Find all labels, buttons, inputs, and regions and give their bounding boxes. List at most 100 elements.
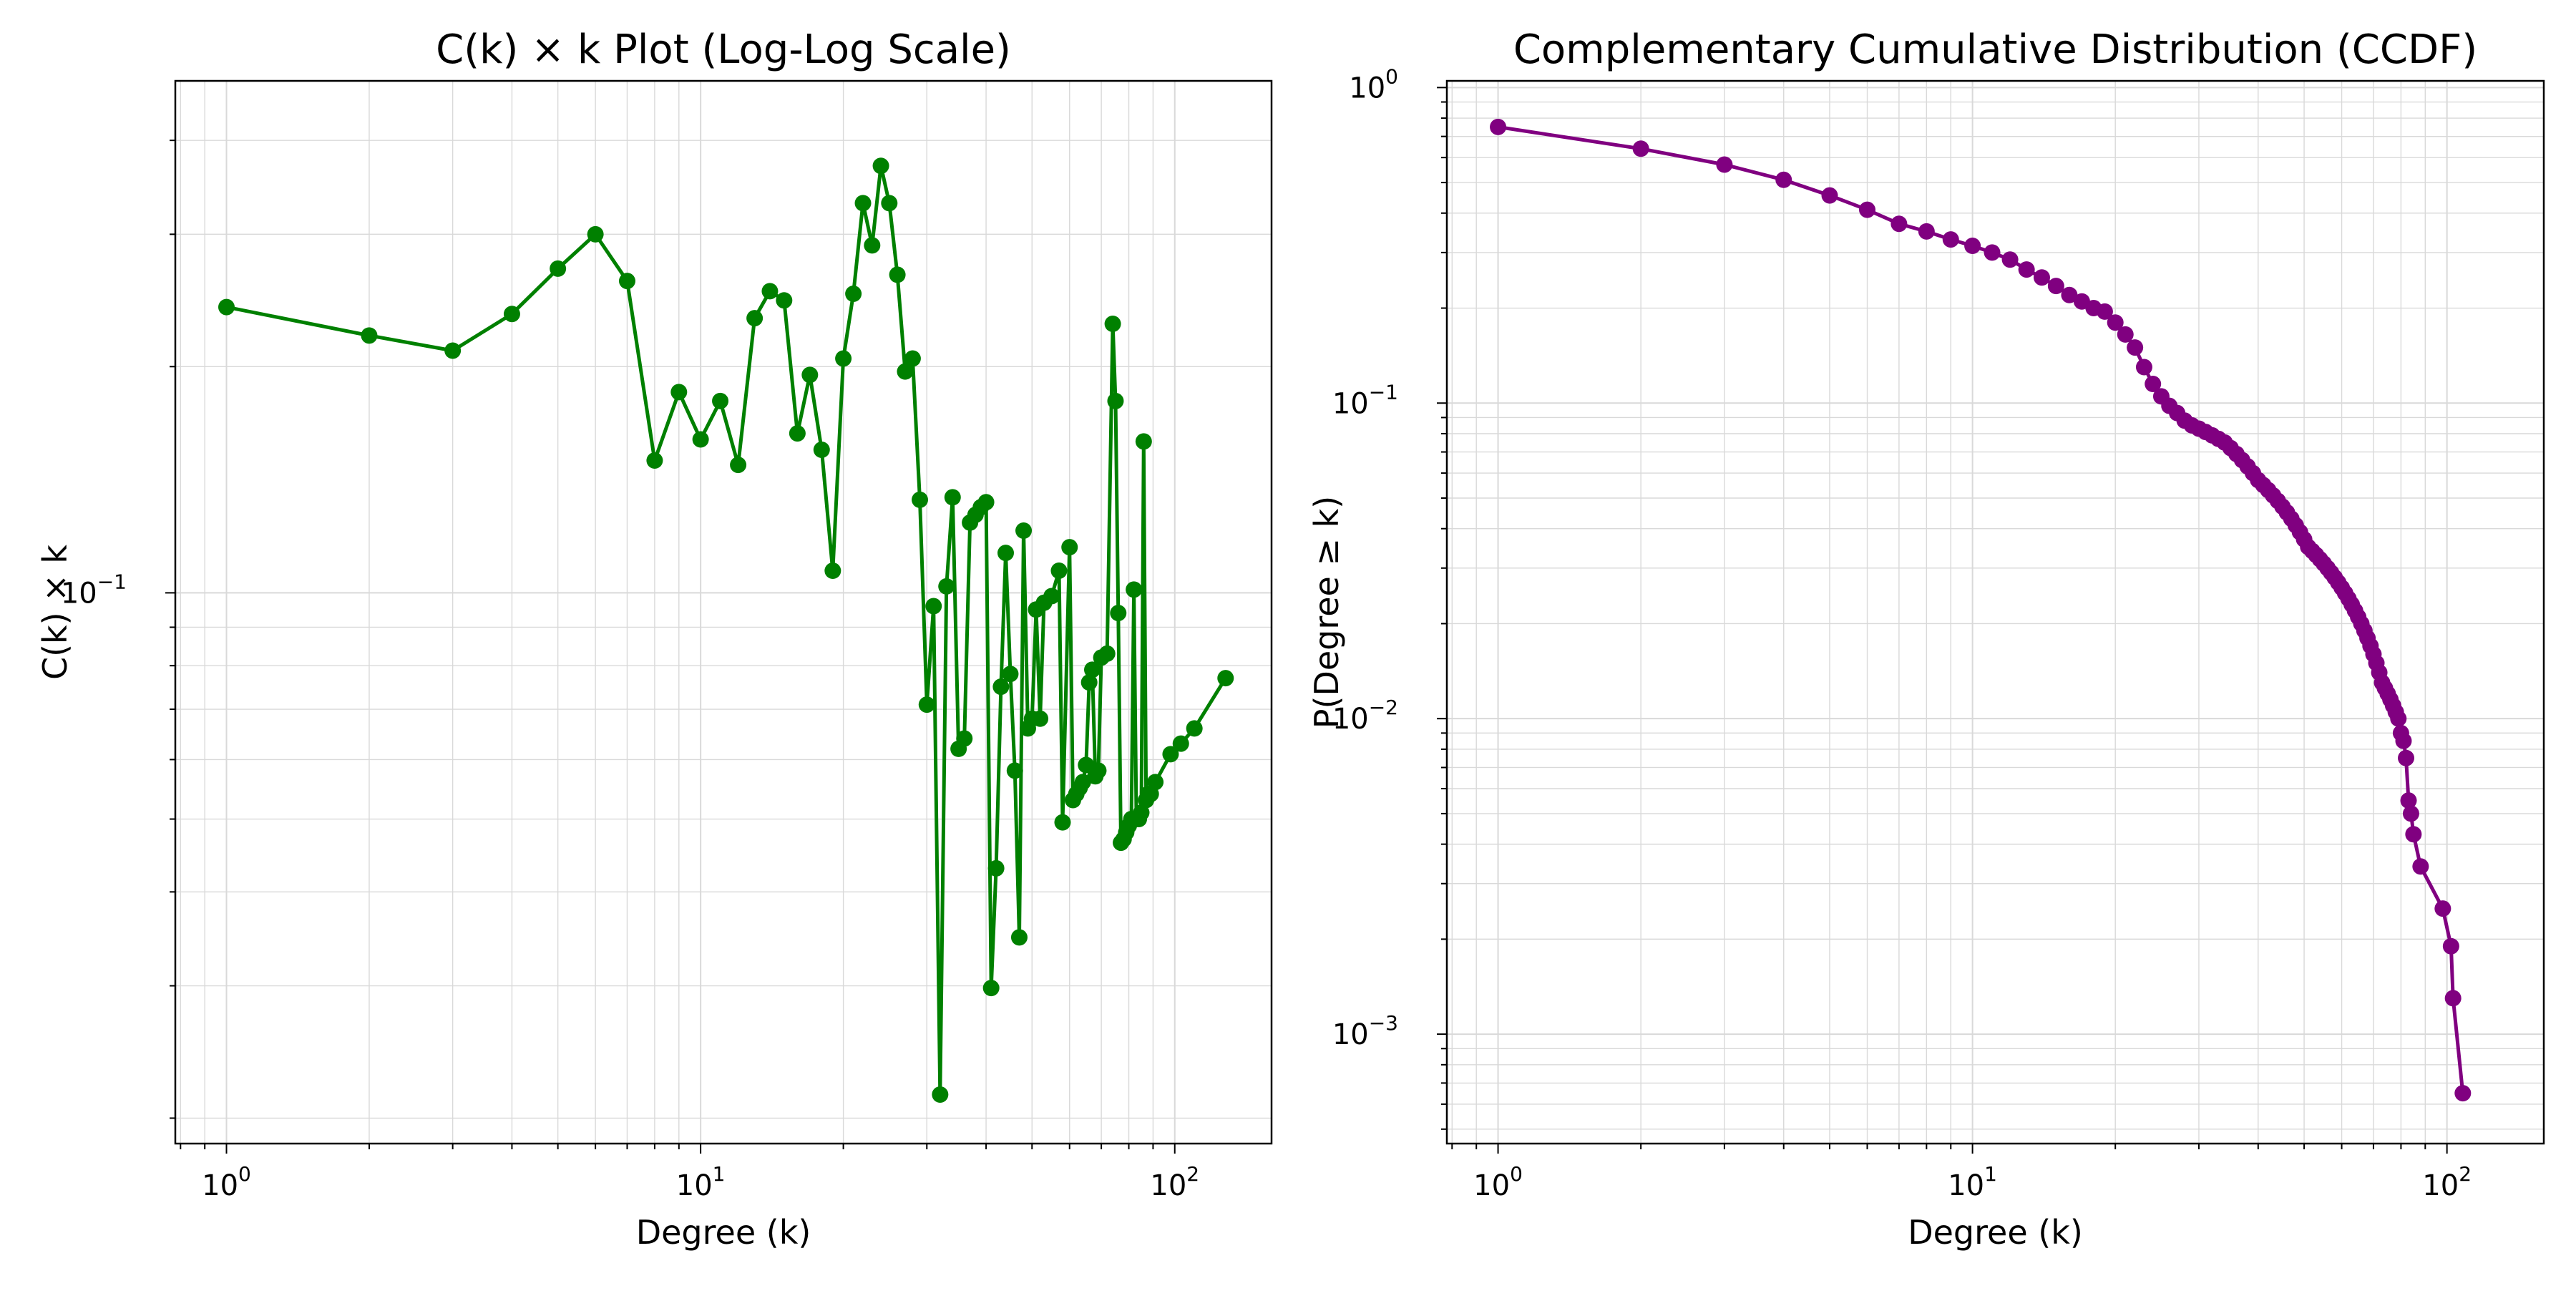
data-point xyxy=(1083,661,1101,678)
data-point xyxy=(1147,774,1164,791)
data-point xyxy=(1098,645,1116,662)
chart-title: Complementary Cumulative Distribution (C… xyxy=(1513,26,2477,73)
data-point xyxy=(897,363,914,380)
data-point xyxy=(1015,522,1033,539)
data-point xyxy=(2402,805,2419,822)
data-point xyxy=(1918,223,1935,240)
data-point xyxy=(746,310,763,327)
x-tick-label: 100 xyxy=(202,1162,251,1202)
data-point xyxy=(1006,762,1023,779)
data-point xyxy=(2145,375,2162,392)
data-point xyxy=(1821,187,1838,204)
data-point xyxy=(2434,900,2451,917)
x-tick-label: 102 xyxy=(2422,1162,2472,1202)
y-axis-ticks: 10−1 xyxy=(61,140,175,1119)
data-point xyxy=(1172,735,1189,752)
data-point xyxy=(1217,670,1234,687)
data-point xyxy=(1126,581,1143,598)
data-point xyxy=(1859,201,1876,218)
data-point xyxy=(1002,666,1019,683)
data-point xyxy=(1490,118,1507,135)
data-point xyxy=(944,489,961,506)
data-point xyxy=(670,384,688,401)
y-axis-label: P(Degree ≥ k) xyxy=(1307,496,1346,729)
data-point xyxy=(904,350,921,367)
data-point xyxy=(789,425,806,442)
data-point xyxy=(1104,316,1121,333)
x-axis-label: Degree (k) xyxy=(636,1213,811,1252)
data-point xyxy=(845,286,862,303)
data-point xyxy=(361,327,378,344)
data-point xyxy=(872,157,889,175)
data-point xyxy=(1135,433,1152,450)
data-point xyxy=(2412,858,2429,875)
chart-panel-ccdf: 100 101 102 100 10−1 10−2 10−3 Complementary … xyxy=(1307,26,2545,1252)
data-point xyxy=(889,266,906,283)
data-point xyxy=(2001,251,2019,268)
data-point xyxy=(956,730,973,747)
data-point xyxy=(1010,929,1028,946)
data-point xyxy=(977,494,995,511)
data-point xyxy=(925,598,942,615)
data-point xyxy=(550,260,567,277)
y-axis-label: C(k) × k xyxy=(36,545,74,680)
data-point xyxy=(776,292,793,309)
grid-lines xyxy=(1447,81,2544,1144)
data-point xyxy=(1080,674,1098,691)
chart-title: C(k) × k Plot (Log-Log Scale) xyxy=(436,26,1011,73)
data-point xyxy=(2096,303,2113,320)
data-point xyxy=(2135,359,2152,376)
data-point xyxy=(2117,326,2134,343)
data-point xyxy=(2033,269,2050,286)
data-point xyxy=(918,696,935,713)
series-ccdf xyxy=(1490,118,2472,1102)
data-point xyxy=(1032,710,1049,727)
data-point xyxy=(864,237,881,254)
data-point xyxy=(1090,762,1107,779)
data-point xyxy=(646,452,663,469)
data-point xyxy=(1964,238,1981,255)
x-tick-label: 101 xyxy=(676,1162,726,1202)
data-point xyxy=(2047,278,2064,295)
x-axis-ticks: 100 101 102 xyxy=(1451,1144,2472,1202)
data-point xyxy=(1078,756,1095,774)
data-point xyxy=(2127,339,2144,356)
y-axis-ticks: 100 10−1 10−2 10−3 xyxy=(1332,64,1447,1130)
x-axis-label: Degree (k) xyxy=(1908,1213,2083,1252)
data-point xyxy=(2444,990,2462,1007)
data-point xyxy=(1632,140,1649,157)
chart-panel-ck: 100 101 102 10−1 C(k) × k Plot (Log-Log Sc… xyxy=(36,26,1273,1252)
data-point xyxy=(1110,605,1127,622)
x-tick-label: 101 xyxy=(1948,1162,1997,1202)
data-point xyxy=(813,442,830,459)
data-point xyxy=(1942,231,1959,248)
data-point xyxy=(854,195,872,212)
data-point xyxy=(2400,792,2417,809)
data-point xyxy=(587,225,604,243)
data-point xyxy=(2018,261,2035,278)
data-point xyxy=(2405,826,2422,843)
x-tick-label: 102 xyxy=(1150,1162,1199,1202)
x-axis-ticks: 100 101 102 xyxy=(180,1144,1199,1202)
data-point xyxy=(1133,804,1150,822)
data-point xyxy=(2390,710,2407,727)
data-point xyxy=(2061,286,2078,303)
data-point xyxy=(1054,814,1071,831)
x-tick-label: 100 xyxy=(1473,1162,1523,1202)
data-point xyxy=(835,350,852,367)
y-tick-label: 10−3 xyxy=(1332,1011,1398,1051)
series-ck xyxy=(218,157,1234,1103)
data-point xyxy=(618,273,635,290)
data-point xyxy=(982,980,1000,997)
data-point xyxy=(2398,749,2415,766)
data-point xyxy=(2442,937,2459,955)
data-point xyxy=(1061,539,1078,556)
data-point xyxy=(503,306,520,323)
y-tick-label: 10−1 xyxy=(61,570,127,610)
data-point xyxy=(912,491,929,508)
data-point xyxy=(2107,314,2124,331)
y-tick-label: 10−2 xyxy=(1332,696,1398,736)
data-point xyxy=(938,578,955,595)
